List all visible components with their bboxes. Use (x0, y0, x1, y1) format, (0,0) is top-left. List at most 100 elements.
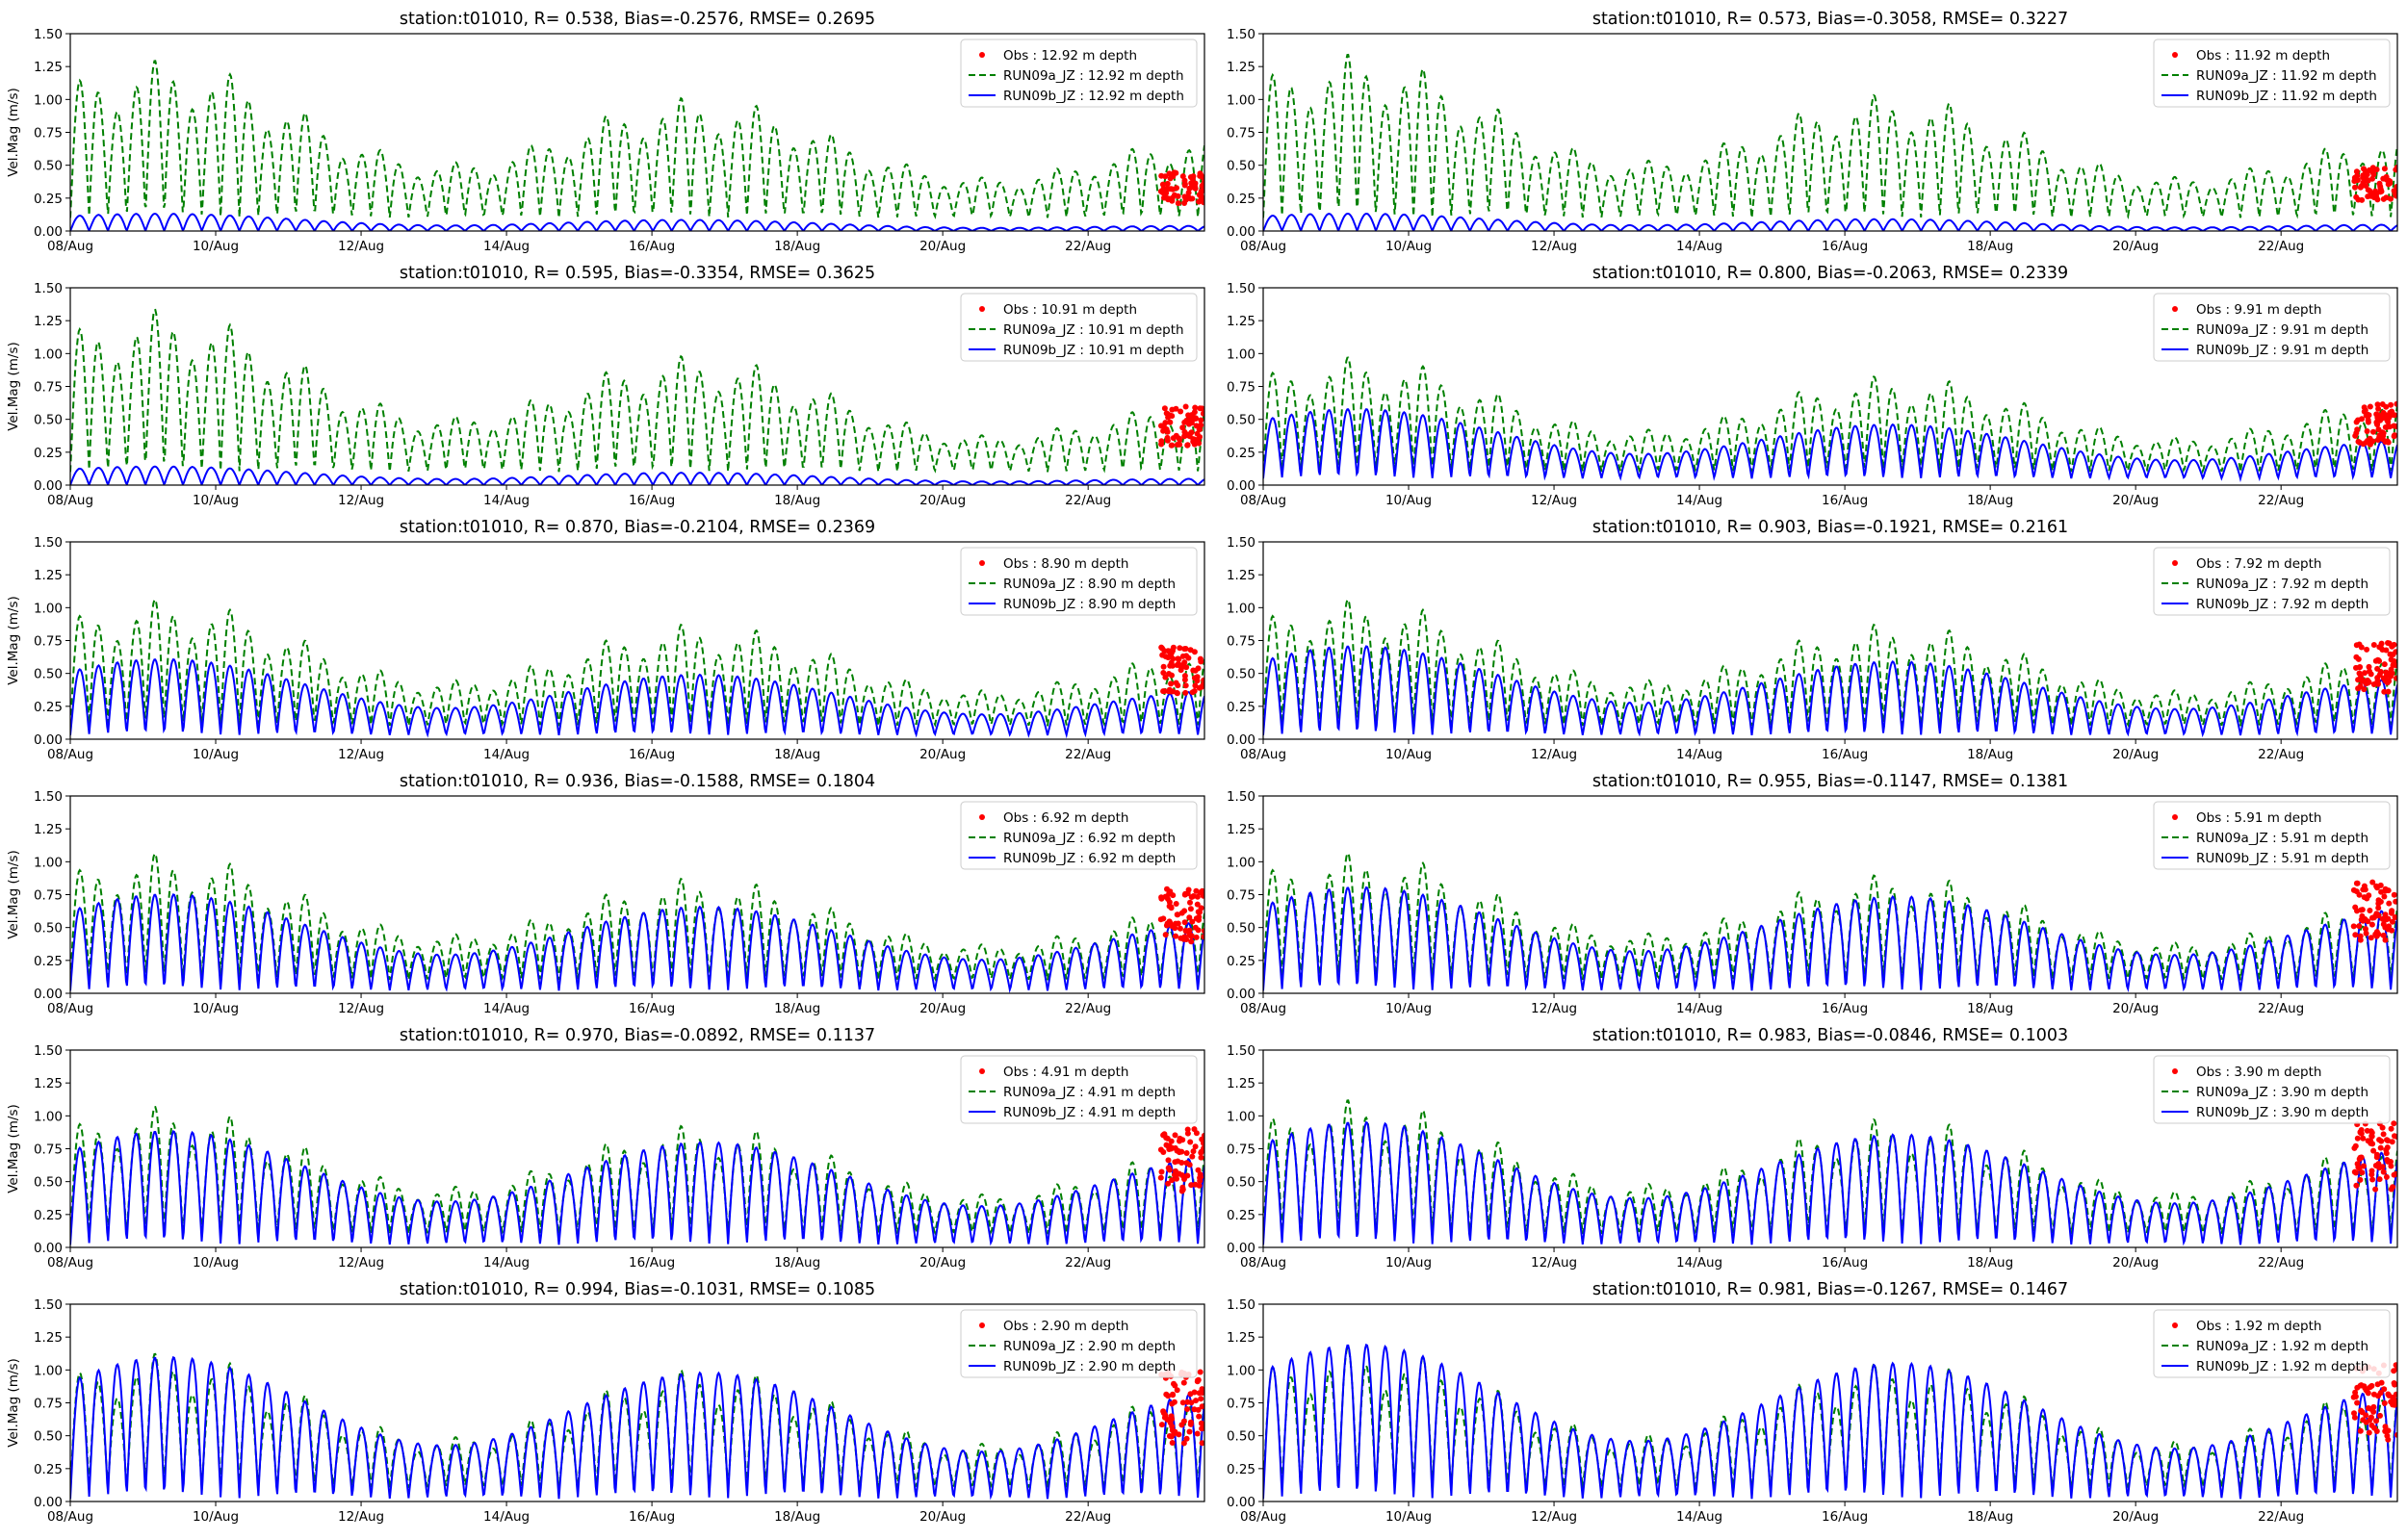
x-tick-label: 22/Aug (1065, 239, 1111, 254)
obs-point (2383, 194, 2390, 201)
obs-point (2352, 1169, 2359, 1176)
obs-point (1181, 677, 1188, 683)
obs-point (1164, 428, 1171, 435)
obs-point (1181, 919, 1188, 926)
chart-panel-8: station:t01010, R= 0.955, Bias=-0.1147, … (1227, 772, 2398, 1016)
obs-point (2385, 1427, 2392, 1434)
legend-label: Obs : 12.92 m depth (1003, 48, 1137, 64)
y-tick-label: 1.25 (1227, 1330, 1255, 1346)
axes-frame (69, 1049, 1205, 1248)
plot-area (70, 1106, 1204, 1246)
x-tick-label: 14/Aug (1676, 747, 1722, 762)
obs-point (1199, 1403, 1204, 1410)
obs-point (1166, 170, 1173, 177)
legend-marker-obs (2172, 560, 2178, 566)
obs-point (1166, 1433, 1173, 1439)
obs-point (2365, 918, 2371, 925)
obs-point (2351, 1414, 2358, 1421)
obs-point (2363, 183, 2369, 189)
obs-point (2358, 1154, 2365, 1161)
obs-point (1163, 410, 1170, 417)
chart-panel-6: station:t01010, R= 0.903, Bias=-0.1921, … (1227, 518, 2398, 762)
obs-point (1185, 654, 1192, 661)
obs-point (1171, 169, 1178, 176)
series-line-run09b (70, 213, 1204, 231)
series-line-run09a (70, 308, 1204, 475)
y-tick-label: 0.75 (1227, 1142, 1255, 1158)
obs-point (1170, 435, 1177, 442)
obs-point (1160, 186, 1167, 192)
obs-point (1176, 435, 1182, 442)
obs-point (2352, 432, 2359, 439)
chart-title: station:t01010, R= 0.595, Bias=-0.3354, … (400, 264, 875, 283)
x-tick-label: 22/Aug (1065, 747, 1111, 762)
obs-point (1198, 1149, 1204, 1156)
chart-title: station:t01010, R= 0.955, Bias=-0.1147, … (1592, 772, 2068, 791)
obs-point (2367, 403, 2373, 410)
obs-point (1188, 933, 1195, 938)
obs-point (1188, 938, 1195, 945)
obs-point (2374, 196, 2381, 203)
legend: Obs : 12.92 m depth RUN09a_JZ : 12.92 m d… (960, 38, 1198, 108)
x-tick-label: 12/Aug (338, 1255, 384, 1270)
y-tick-label: 0.50 (1227, 413, 1255, 428)
obs-point (1184, 1126, 1191, 1133)
obs-point (1169, 1440, 1176, 1446)
y-tick-label: 1.00 (34, 601, 63, 616)
obs-point (2383, 403, 2390, 410)
obs-point (1182, 927, 1189, 934)
obs-point (1166, 1142, 1173, 1149)
y-tick-label: 1.25 (1227, 1076, 1255, 1091)
x-tick-label: 14/Aug (483, 493, 530, 508)
x-tick-label: 12/Aug (1531, 1509, 1577, 1525)
obs-point (2381, 1386, 2388, 1393)
obs-point (1200, 892, 1204, 899)
obs-point (2350, 886, 2357, 893)
obs-point (1192, 404, 1199, 411)
obs-point (2386, 640, 2393, 647)
obs-point (2361, 1383, 2368, 1390)
y-tick-label: 1.50 (34, 1043, 63, 1059)
obs-point (2375, 405, 2382, 412)
obs-point (2392, 191, 2397, 197)
obs-point (2370, 1147, 2377, 1154)
axes-frame (1262, 1303, 2398, 1502)
obs-point (1170, 186, 1177, 192)
x-tick-label: 14/Aug (483, 1255, 530, 1270)
obs-point (2352, 1389, 2359, 1396)
x-tick-label: 10/Aug (193, 1509, 239, 1525)
obs-point (1169, 1177, 1176, 1184)
legend-label: RUN09a_JZ : 8.90 m depth (1003, 577, 1176, 592)
y-tick-label: 0.50 (34, 1175, 63, 1191)
legend-label: RUN09b_JZ : 10.91 m depth (1003, 343, 1184, 358)
obs-point (2356, 670, 2363, 677)
obs-point (1169, 1416, 1176, 1423)
legend: Obs : 7.92 m depth RUN09a_JZ : 7.92 m dep… (2153, 547, 2391, 616)
obs-point (1178, 1148, 1185, 1155)
x-tick-label: 20/Aug (919, 1255, 966, 1270)
obs-point (1190, 438, 1197, 445)
obs-point (2353, 664, 2359, 671)
x-tick-label: 18/Aug (1967, 1001, 2013, 1016)
obs-point (2389, 1139, 2395, 1145)
chart-title: station:t01010, R= 0.970, Bias=-0.0892, … (400, 1026, 875, 1045)
obs-point (1165, 1180, 1172, 1187)
legend: Obs : 5.91 m depth RUN09a_JZ : 5.91 m dep… (2153, 801, 2391, 870)
legend-box (2153, 293, 2391, 362)
obs-point (1189, 1153, 1196, 1160)
y-tick-label: 1.50 (1227, 281, 1255, 296)
legend-box (960, 547, 1198, 616)
obs-point (2376, 1176, 2383, 1183)
y-tick-label: 1.25 (34, 1076, 63, 1091)
obs-point (2391, 1380, 2397, 1386)
obs-point (1180, 1418, 1187, 1424)
x-tick-label: 08/Aug (47, 493, 93, 508)
obs-point (2369, 175, 2375, 182)
obs-point (1190, 667, 1197, 674)
chart-panel-5: station:t01010, R= 0.870, Bias=-0.2104, … (6, 518, 1205, 762)
x-tick-label: 18/Aug (774, 1001, 820, 1016)
legend-label: RUN09b_JZ : 9.91 m depth (2196, 343, 2368, 358)
obs-point (2370, 642, 2377, 648)
obs-point (2394, 400, 2397, 407)
obs-point (1185, 190, 1192, 196)
